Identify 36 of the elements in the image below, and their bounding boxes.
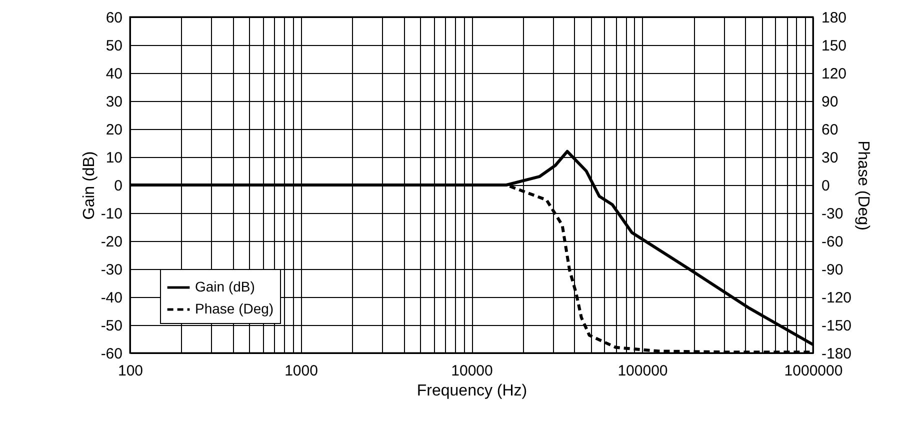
x-tick-label: 1000000 — [784, 362, 843, 380]
x-tick-label: 100 — [118, 362, 144, 380]
y2-tick-label: 30 — [822, 150, 838, 166]
y2-tick-label: -30 — [822, 206, 844, 222]
x-axis-title: Frequency (Hz) — [416, 382, 528, 400]
y-tick-label: -30 — [100, 262, 122, 278]
x-tick-label: 1000 — [284, 362, 318, 380]
y2-tick-label: -60 — [822, 234, 844, 250]
y-tick-label: 10 — [106, 150, 122, 166]
y2-axis-title: Phase (Deg) — [854, 140, 872, 230]
y2-tick-label: 60 — [822, 122, 838, 138]
y-tick-label: -10 — [100, 206, 122, 222]
y2-tick-label: 0 — [822, 178, 830, 194]
x-tick-label: 10000 — [451, 362, 493, 380]
y2-tick-label: -150 — [822, 318, 852, 334]
y-axis-title: Gain (dB) — [80, 151, 98, 220]
y-tick-label: 0 — [114, 178, 122, 194]
y-tick-label: -20 — [100, 234, 122, 250]
y-tick-label: -50 — [100, 318, 122, 334]
y2-tick-label: 120 — [822, 66, 847, 82]
y-tick-label: 40 — [106, 66, 122, 82]
y-tick-label: 60 — [106, 10, 122, 26]
legend-label: Gain (dB) — [195, 278, 255, 294]
y-tick-label: -40 — [100, 290, 122, 306]
y-tick-label: 20 — [106, 122, 122, 138]
y2-tick-label: 150 — [822, 38, 847, 54]
legend-label: Phase (Deg) — [195, 300, 274, 316]
y2-tick-label: 180 — [822, 10, 847, 26]
y-tick-label: 50 — [106, 38, 122, 54]
y2-tick-label: -90 — [822, 262, 844, 278]
y2-tick-label: 90 — [822, 94, 838, 110]
y-tick-label: 30 — [106, 94, 122, 110]
x-tick-label: 100000 — [618, 362, 668, 380]
y-tick-label: -60 — [100, 346, 122, 362]
y2-tick-label: -180 — [822, 346, 852, 362]
y2-tick-label: -120 — [822, 290, 852, 306]
